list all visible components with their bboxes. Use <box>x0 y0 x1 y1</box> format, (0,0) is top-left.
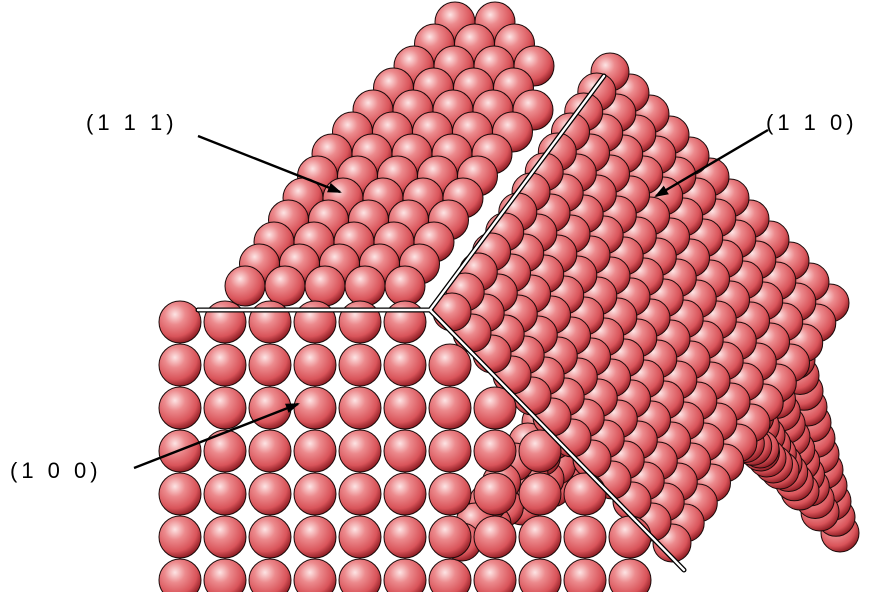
atom-sphere <box>293 343 337 387</box>
atom-sphere <box>428 343 472 387</box>
atom-sphere <box>428 386 472 430</box>
atom-sphere <box>338 300 382 344</box>
atom-sphere <box>473 515 517 559</box>
label-111: (1 1 1) <box>86 110 178 135</box>
atom-sphere <box>473 472 517 516</box>
atom-sphere <box>158 300 202 344</box>
facet-110-atoms <box>432 52 860 563</box>
atom-sphere <box>203 343 247 387</box>
atom-sphere <box>563 515 607 559</box>
atom-sphere <box>338 343 382 387</box>
atom-sphere <box>384 265 426 307</box>
atom-sphere <box>293 429 337 473</box>
atom-sphere <box>473 558 517 592</box>
atom-sphere <box>383 386 427 430</box>
atom-sphere <box>428 515 472 559</box>
atom-sphere <box>338 515 382 559</box>
atom-sphere <box>158 558 202 592</box>
edge-line-100-110 <box>428 308 686 572</box>
atom-sphere <box>383 472 427 516</box>
atom-sphere <box>293 386 337 430</box>
atom-sphere <box>473 386 517 430</box>
label-110: (1 1 0) <box>766 110 858 135</box>
atom-sphere <box>338 386 382 430</box>
atom-sphere <box>383 558 427 592</box>
atom-sphere <box>203 300 247 344</box>
atom-sphere <box>518 472 562 516</box>
atom-sphere <box>293 300 337 344</box>
pointer-arrow-111 <box>197 134 342 194</box>
facet-100-atoms <box>158 300 652 592</box>
atom-sphere <box>203 386 247 430</box>
atom-sphere <box>248 558 292 592</box>
facet-boundary-lines <box>195 73 687 573</box>
atom-sphere <box>304 265 346 307</box>
atom-sphere <box>473 429 517 473</box>
facet-111-atoms <box>224 1 555 307</box>
atom-sphere <box>383 300 427 344</box>
atom-sphere <box>203 429 247 473</box>
atom-sphere <box>293 472 337 516</box>
atom-sphere <box>563 558 607 592</box>
atom-sphere <box>248 472 292 516</box>
atom-sphere <box>203 472 247 516</box>
atom-sphere <box>383 429 427 473</box>
atom-sphere <box>248 343 292 387</box>
atom-sphere <box>518 558 562 592</box>
atom-sphere <box>518 515 562 559</box>
atom-sphere <box>158 472 202 516</box>
atom-sphere <box>518 429 562 473</box>
atom-sphere <box>338 429 382 473</box>
atom-sphere <box>248 515 292 559</box>
pointer-arrow-100 <box>133 402 300 470</box>
atom-sphere <box>248 429 292 473</box>
atom-sphere <box>158 386 202 430</box>
edge-line-111-110 <box>428 74 606 312</box>
atom-sphere <box>293 558 337 592</box>
atom-sphere <box>338 472 382 516</box>
atom-sphere <box>344 265 386 307</box>
atom-sphere <box>293 515 337 559</box>
atom-sphere <box>203 558 247 592</box>
atom-sphere <box>608 558 652 592</box>
atom-sphere <box>338 558 382 592</box>
atom-sphere <box>608 515 652 559</box>
atom-sphere <box>383 515 427 559</box>
atom-sphere <box>383 343 427 387</box>
atom-sphere <box>428 429 472 473</box>
atom-sphere <box>563 472 607 516</box>
atom-sphere <box>158 343 202 387</box>
label-100: (1 0 0) <box>10 458 102 483</box>
atom-sphere <box>158 515 202 559</box>
pointer-arrow-110 <box>654 128 769 198</box>
atom-sphere <box>428 472 472 516</box>
atom-sphere <box>264 265 306 307</box>
atom-sphere <box>203 515 247 559</box>
atom-sphere <box>224 265 266 307</box>
atom-sphere <box>248 300 292 344</box>
atom-sphere <box>428 558 472 592</box>
label-pointers <box>133 128 769 470</box>
